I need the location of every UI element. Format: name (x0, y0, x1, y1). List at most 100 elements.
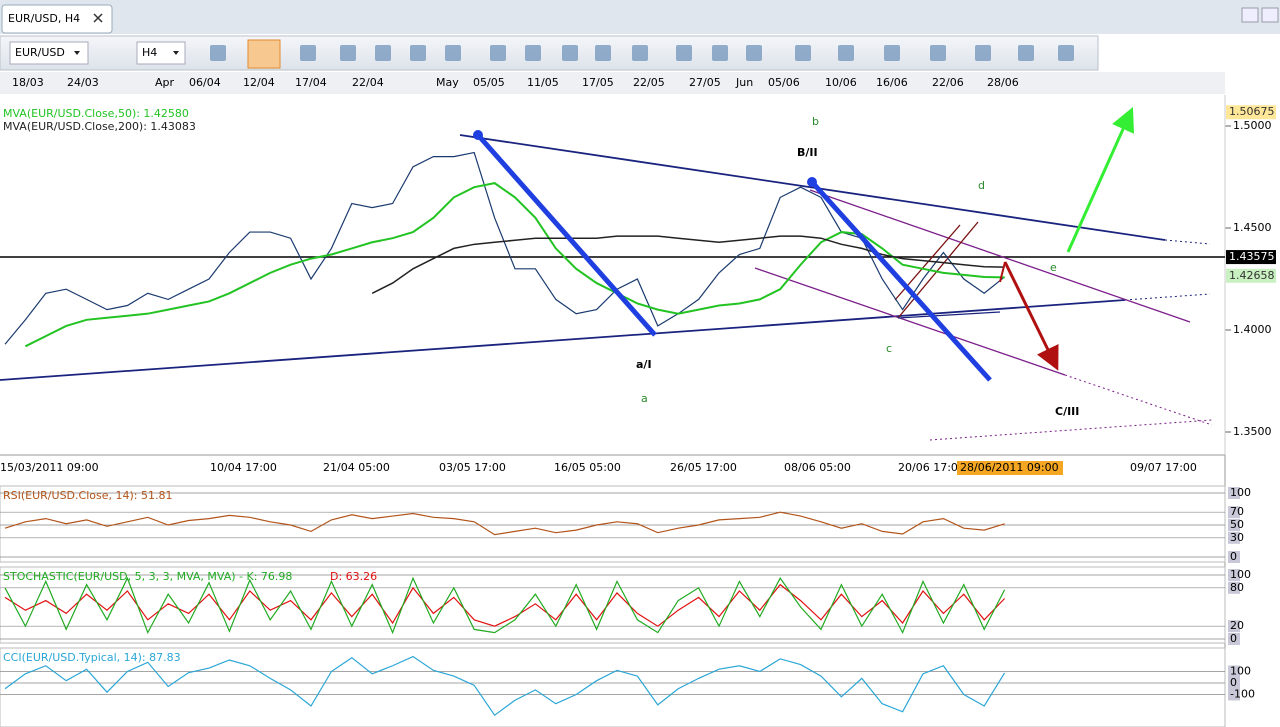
toolbar-icon[interactable] (525, 45, 541, 61)
tick-bg (1228, 519, 1240, 531)
toolbar-icon[interactable] (595, 45, 611, 61)
indicator-tick-label: 70 (1230, 505, 1244, 518)
symbol-select[interactable] (9, 41, 89, 65)
price-marker-bg (1226, 105, 1276, 120)
indicator-panel (0, 485, 1226, 563)
tab-title: EUR/USD, H4 (8, 12, 80, 25)
price-tick-label: 1.3500 (1233, 425, 1272, 438)
top-date-label: May (436, 76, 459, 89)
ma50-line (24, 182, 1005, 348)
indicator-label: CCI(EUR/USD.Typical, 14): 87.83 (3, 651, 181, 664)
symbol-value: EUR/USD (15, 46, 65, 59)
indicator-tick-label: 50 (1230, 518, 1244, 531)
tab-close[interactable] (93, 13, 103, 23)
trend-line (1064, 374, 1213, 426)
trend-line (897, 311, 1001, 319)
trend-line (810, 180, 992, 382)
price-marker: 1.50675 (1229, 105, 1275, 118)
indicator-tick-label: 100 (1230, 568, 1251, 581)
bottom-date-label: 08/06 05:00 (784, 461, 851, 474)
tick-bg (1228, 688, 1240, 701)
indicator-tick-label: 0 (1230, 676, 1237, 689)
indicator-tick-label: 20 (1230, 619, 1244, 632)
top-date-label: 22/04 (352, 76, 384, 89)
toolbar-icon[interactable] (795, 45, 811, 61)
toolbar-icon[interactable] (375, 45, 391, 61)
top-date-label: 06/04 (189, 76, 221, 89)
indicator-tick-label: 80 (1230, 581, 1244, 594)
trend-line (459, 134, 1166, 241)
toolbar-icon[interactable] (490, 45, 506, 61)
top-date-label: 05/05 (473, 76, 505, 89)
trend-line (1164, 239, 1211, 245)
bottom-date-label: 16/05 05:00 (554, 461, 621, 474)
top-date-label: 05/06 (768, 76, 800, 89)
toolbar-icon[interactable] (975, 45, 991, 61)
pivot (807, 177, 817, 187)
tab-bar (0, 0, 1280, 34)
indicator-label: STOCHASTIC(EUR/USD, 5, 3, 3, MVA, MVA) -… (3, 570, 292, 583)
toolbar-icon[interactable] (1058, 45, 1074, 61)
annotation: d (978, 179, 985, 192)
toolbar-icon[interactable] (632, 45, 648, 61)
trend-line (754, 267, 1066, 376)
tab[interactable] (1, 4, 113, 34)
top-date-label: 28/06 (987, 76, 1019, 89)
restore-button[interactable] (1241, 7, 1259, 23)
pivot (473, 130, 483, 140)
bottom-date-label: 28/06/2011 09:00 (960, 461, 1059, 474)
trend-line (0, 299, 1126, 381)
active-tool[interactable] (247, 39, 281, 69)
ma200-line (371, 235, 1005, 294)
ma-legend: MVA(EUR/USD.Close,50): 1.42580 (3, 107, 189, 120)
toolbar-icon[interactable] (746, 45, 762, 61)
dropdown-arrow (74, 51, 80, 55)
top-date-label: 16/06 (876, 76, 908, 89)
toolbar-icon[interactable] (445, 45, 461, 61)
indicator-tick-label: 30 (1230, 531, 1244, 544)
tick-bg (1228, 677, 1240, 689)
toolbar-icon[interactable] (676, 45, 692, 61)
toolbar-icon[interactable] (410, 45, 426, 61)
close-button[interactable] (1261, 7, 1279, 23)
toolbar-icon[interactable] (930, 45, 946, 61)
top-date-label: Jun (735, 76, 753, 89)
toolbar-icon[interactable] (838, 45, 854, 61)
price-marker-bg (1226, 250, 1276, 265)
toolbar-icon[interactable] (300, 45, 316, 61)
bottom-date-label: 21/04 05:00 (323, 461, 390, 474)
arrow-up (1066, 107, 1135, 253)
top-date-axis (0, 72, 1225, 94)
top-date-label: 17/04 (295, 76, 327, 89)
tick-bg (1228, 581, 1240, 594)
annotation: a/I (636, 358, 652, 371)
bottom-date-label: 15/03/2011 09:00 (0, 461, 99, 474)
indicator-tick-label: 100 (1230, 486, 1251, 499)
price-tick-label: 1.4000 (1233, 323, 1272, 336)
price-marker-bg (1226, 268, 1276, 283)
price-tick-label: 1.5000 (1233, 119, 1272, 132)
indicator-tick-label: -100 (1230, 688, 1255, 701)
bottom-date-label: 10/04 17:00 (210, 461, 277, 474)
bottom-date-label: 26/05 17:00 (670, 461, 737, 474)
toolbar-icon[interactable] (712, 45, 728, 61)
tick-bg (1228, 665, 1240, 678)
dropdown-arrow (173, 51, 179, 55)
top-date-label: 17/05 (582, 76, 614, 89)
indicator-line (4, 583, 1006, 627)
annotation: b (812, 115, 819, 128)
top-date-label: 10/06 (825, 76, 857, 89)
timeframe-value: H4 (142, 46, 157, 59)
toolbar-icon[interactable] (884, 45, 900, 61)
toolbar-icon[interactable] (562, 45, 578, 61)
top-date-label: 24/03 (67, 76, 99, 89)
toolbar-icon[interactable] (210, 45, 226, 61)
toolbar-icon[interactable] (340, 45, 356, 61)
toolbar-icon[interactable] (1018, 45, 1034, 61)
top-date-label: 22/05 (633, 76, 665, 89)
timeframe-select[interactable] (136, 41, 186, 65)
annotation: a (641, 392, 648, 405)
annotation: B/II (797, 146, 818, 159)
indicator-panel (0, 566, 1226, 644)
